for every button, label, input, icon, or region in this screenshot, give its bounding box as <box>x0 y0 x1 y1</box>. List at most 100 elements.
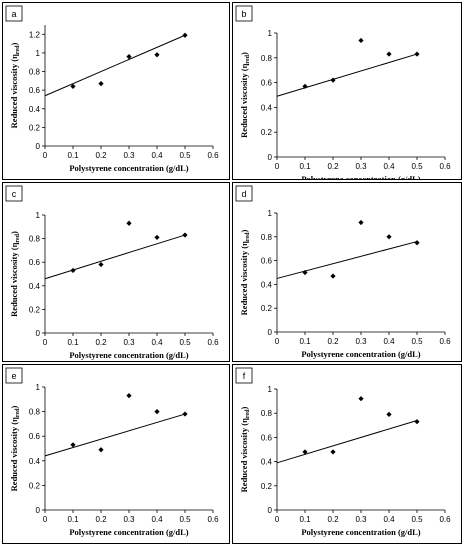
chart-b-x-tick-label: 0 <box>275 162 280 171</box>
chart-c-y-tick-label: 0.2 <box>29 305 41 314</box>
chart-panel-a: a 0 0.1 0.2 0.3 0.4 0.5 0.6 0 0.2 0.4 0.6 0.8 1 1.2 Pol… <box>2 2 230 180</box>
chart-c-y-tick-label: 0 <box>36 329 41 338</box>
chart-d-svg: d 0 0.1 0.2 0.3 0.4 0.5 0.6 0 0.2 0.4 0.6 0.8 1 Polyst… <box>235 185 451 359</box>
chart-e-data-point <box>98 447 104 453</box>
chart-b-y-tick-label: 0.8 <box>261 54 273 63</box>
chart-f-x-tick-label: 0.5 <box>411 515 423 524</box>
chart-e-data-point <box>70 442 76 448</box>
chart-a-x-tick-label: 0.1 <box>67 151 79 160</box>
chart-f-data-point <box>414 419 420 425</box>
chart-a-trendline <box>44 34 186 97</box>
chart-d-x-tick-label: 0 <box>275 337 280 346</box>
chart-e-svg: e 0 0.1 0.2 0.3 0.4 0.5 0.6 0 0.2 0.4 0.6 0.8 1 Polyst… <box>5 367 219 537</box>
chart-panel-d: d 0 0.1 0.2 0.3 0.4 0.5 0.6 0 0.2 0.4 0.6 0.8 1 Polyst… <box>232 182 462 362</box>
chart-e-y-axis-title: Reduced viscosity (ηred) <box>9 406 21 492</box>
chart-a-y-tick-label: 0.2 <box>29 123 41 132</box>
chart-b-x-tick-label: 0.6 <box>439 162 451 171</box>
chart-b-trendline <box>276 53 418 97</box>
chart-d-data-point <box>330 273 336 279</box>
chart-e-x-tick-label: 0.5 <box>179 515 191 524</box>
chart-f-x-tick-label: 0 <box>275 515 280 524</box>
chart-a-data-point <box>154 52 160 58</box>
chart-e-trendline <box>44 413 186 457</box>
chart-d-y-tick-label: 0 <box>268 328 273 337</box>
chart-f-y-axis-title: Reduced viscosity (ηred) <box>239 407 251 493</box>
chart-f-y-tick-label: 0 <box>268 506 273 515</box>
chart-a-y-tick-label: 0.8 <box>29 68 41 77</box>
chart-b-data-point <box>302 83 308 89</box>
chart-d-data-point <box>414 240 420 246</box>
chart-a-x-tick-label: 0.2 <box>95 151 107 160</box>
chart-c-data-point <box>182 232 188 238</box>
chart-panel-f: f 0 0.1 0.2 0.3 0.4 0.5 0.6 0 0.2 0.4 0.6 0.8 1 Polyst… <box>232 364 462 544</box>
chart-c-x-axis-title: Polystyrene concentration (g/dL) <box>69 350 188 360</box>
chart-f-data-point <box>330 449 336 455</box>
chart-b-x-tick-label: 0.2 <box>327 162 339 171</box>
chart-d-x-tick-label: 0.2 <box>327 337 339 346</box>
chart-a-x-tick-label: 0.6 <box>207 151 219 160</box>
chart-b-panel-label: b <box>241 9 246 19</box>
chart-d-y-tick-label: 0.2 <box>261 304 273 313</box>
chart-c-data-point <box>126 220 132 226</box>
chart-c-panel-label: c <box>12 189 17 199</box>
chart-c-x-tick-label: 0 <box>43 338 48 347</box>
chart-f-x-axis-title: Polystyrene concentration (g/dL) <box>301 527 420 537</box>
chart-c-data-point <box>70 267 76 274</box>
chart-a-x-tick-label: 0.3 <box>123 151 135 160</box>
chart-c-y-tick-label: 0.6 <box>29 258 41 267</box>
chart-d-data-point <box>302 269 308 276</box>
chart-c-x-tick-label: 0.3 <box>123 338 135 347</box>
chart-d-panel-label: d <box>241 189 246 199</box>
chart-e-x-tick-label: 0.1 <box>67 515 79 524</box>
chart-panel-b: b 0 0.1 0.2 0.3 0.4 0.5 0.6 0 0.2 0.4 0.6 0.8 1 Polyst… <box>232 2 462 180</box>
chart-a-y-tick-label: 1.2 <box>29 30 41 39</box>
chart-b-y-tick-label: 0.4 <box>261 103 273 112</box>
chart-f-y-tick-label: 0.8 <box>261 409 273 418</box>
chart-d-y-tick-label: 1 <box>268 209 273 218</box>
chart-c-y-tick-label: 0.4 <box>29 282 41 291</box>
chart-d-trendline <box>276 241 418 279</box>
chart-f-y-tick-label: 0.2 <box>261 482 273 491</box>
chart-a-x-tick-label: 0.5 <box>179 151 191 160</box>
chart-a-y-tick-label: 0 <box>36 142 41 151</box>
chart-c-x-tick-label: 0.5 <box>179 338 191 347</box>
chart-e-x-tick-label: 0 <box>43 515 48 524</box>
chart-d-x-tick-label: 0.6 <box>439 337 451 346</box>
chart-c-y-tick-label: 1 <box>36 211 41 220</box>
chart-d-y-tick-label: 0.6 <box>261 257 273 266</box>
chart-f-data-point <box>358 396 364 402</box>
chart-b-y-tick-label: 1 <box>268 29 273 38</box>
chart-f-label-box <box>235 367 253 384</box>
chart-panel-e: e 0 0.1 0.2 0.3 0.4 0.5 0.6 0 0.2 0.4 0.6 0.8 1 Polyst… <box>2 364 230 544</box>
chart-f-x-tick-label: 0.6 <box>439 515 451 524</box>
chart-f-x-tick-label: 0.3 <box>355 515 367 524</box>
chart-d-y-tick-label: 0.8 <box>261 233 273 242</box>
chart-a-y-tick-label: 0.4 <box>29 105 41 114</box>
chart-d-x-tick-label: 0.3 <box>355 337 367 346</box>
chart-a-y-axis-title: Reduced viscosity (ηred) <box>9 43 21 129</box>
chart-c-x-tick-label: 0.1 <box>67 338 79 347</box>
chart-d-x-axis-title: Polystyrene concentration (g/dL) <box>301 349 420 359</box>
chart-f-y-tick-label: 0.4 <box>261 458 273 467</box>
chart-a-x-axis-title: Polystyrene concentration (g/dL) <box>69 163 188 173</box>
chart-f-y-tick-label: 0.6 <box>261 433 273 442</box>
chart-b-data-point <box>330 77 336 83</box>
chart-c-x-tick-label: 0.6 <box>207 338 219 347</box>
chart-b-label-box <box>235 5 253 22</box>
chart-c-y-tick-label: 0.8 <box>29 235 41 244</box>
chart-b-x-axis-title: Polystyrene concentration (g/dL) <box>301 174 420 179</box>
chart-e-y-tick-label: 0.6 <box>29 432 41 441</box>
chart-b-x-tick-label: 0.4 <box>383 162 395 171</box>
chart-b-data-point <box>414 51 420 57</box>
chart-f-x-tick-label: 0.2 <box>327 515 339 524</box>
chart-d-data-point <box>358 219 364 226</box>
chart-d-label-box <box>235 185 253 202</box>
chart-c-y-axis-title: Reduced viscosity (ηred) <box>9 231 21 317</box>
chart-f-x-tick-label: 0.1 <box>299 515 311 524</box>
chart-e-x-tick-label: 0.3 <box>123 515 135 524</box>
chart-e-y-tick-label: 0.2 <box>29 481 41 490</box>
chart-b-y-axis-title: Reduced viscosity (ηred) <box>239 52 251 138</box>
chart-c-svg: c 0 0.1 0.2 0.3 0.4 0.5 0.6 0 0.2 0.4 0.6 0.8 1 Polyst… <box>5 185 219 360</box>
chart-f-panel-label: f <box>243 371 246 381</box>
chart-b-y-tick-label: 0 <box>268 153 273 162</box>
